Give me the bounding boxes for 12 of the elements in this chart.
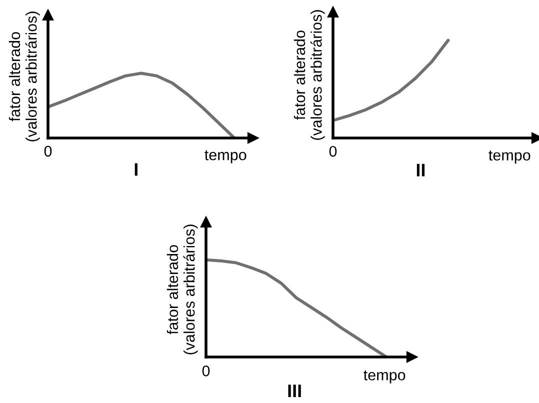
text: I: [134, 163, 138, 176]
y-axis-title: fator alterado (valores arbitrários): [294, 10, 325, 140]
x-axis-title: tempo: [488, 150, 530, 164]
text: II: [416, 164, 425, 176]
y-axis-title: fator alterado (valores arbitrários): [8, 12, 40, 142]
x-axis-title: tempo: [204, 150, 246, 164]
text: 0: [202, 366, 210, 376]
text: III: [288, 384, 301, 398]
text: 0: [44, 146, 52, 157]
x-axis-title: tempo: [364, 370, 406, 384]
y-axis-title: fator alterado (valores arbitrários): [166, 224, 198, 354]
text: 0: [329, 146, 337, 157]
